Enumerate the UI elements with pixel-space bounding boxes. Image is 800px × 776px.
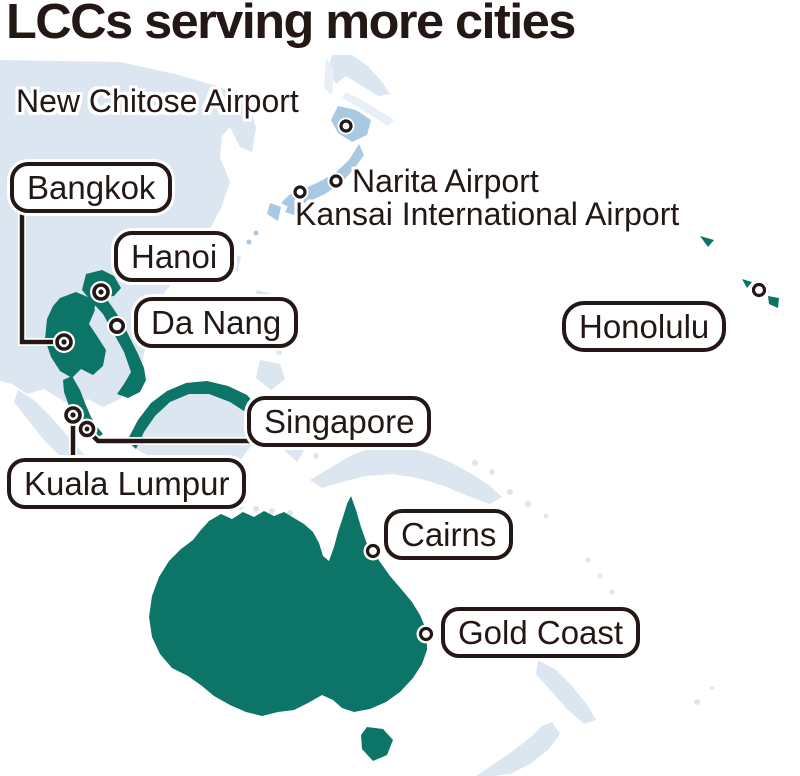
label-new-chitose-airport: New Chitose Airport xyxy=(16,83,299,119)
tasmania xyxy=(361,727,393,761)
sunda-island xyxy=(253,506,259,512)
new-guinea xyxy=(310,446,502,504)
cairns-marker xyxy=(365,543,381,559)
hawaii-chain-island xyxy=(700,236,714,247)
bangkok-marker-dot xyxy=(61,339,67,345)
hawaii-island xyxy=(768,296,779,308)
vanuatu-island xyxy=(585,557,591,563)
kuala-lumpur-marker-dot xyxy=(70,412,76,418)
visayas-island xyxy=(276,349,282,355)
sunda-island xyxy=(287,510,293,516)
fiji-island xyxy=(694,699,700,705)
hanoi-marker-dot xyxy=(98,289,104,295)
singapore-marker-dot xyxy=(84,426,90,432)
new-zealand-north xyxy=(536,660,596,724)
callout-bangkok: Bangkok xyxy=(10,162,173,213)
solomon-island xyxy=(507,489,513,495)
label-kansai-international-airport: Kansai International Airport xyxy=(295,196,680,232)
callout-gold-coast: Gold Coast xyxy=(441,607,641,658)
bangkok-connector xyxy=(19,212,62,345)
kansai-marker xyxy=(293,185,307,199)
callout-honolulu: Honolulu xyxy=(562,301,727,352)
marker-center-dots xyxy=(61,289,104,432)
da-nang-marker xyxy=(109,317,126,334)
east-malaysia xyxy=(127,381,258,449)
new-chitose-marker xyxy=(339,119,353,133)
narita-marker xyxy=(329,174,343,188)
callout-cairns: Cairns xyxy=(384,509,514,560)
moluccas-island xyxy=(313,453,319,459)
page-title: LCCs serving more cities xyxy=(6,0,576,49)
callout-da-nang: Da Nang xyxy=(134,297,299,348)
solomon-island xyxy=(489,469,495,475)
fiji-island xyxy=(710,686,714,690)
hawaii-island xyxy=(742,279,752,288)
callout-hanoi: Hanoi xyxy=(114,231,235,282)
mindanao xyxy=(256,360,285,390)
sakhalin xyxy=(324,58,334,95)
new-britain xyxy=(472,460,478,466)
faint-landmass-group xyxy=(324,58,394,126)
label-narita-airport: Narita Airport xyxy=(352,163,539,199)
sunda-island xyxy=(269,508,275,514)
kuril-islands xyxy=(342,92,394,126)
markers xyxy=(55,119,767,642)
australia xyxy=(149,496,427,716)
ryukyu-island xyxy=(246,239,252,245)
shikoku xyxy=(285,206,301,216)
kyushu xyxy=(267,203,281,221)
thailand xyxy=(45,292,106,378)
solomon-island xyxy=(543,513,549,519)
kamchatka xyxy=(328,55,390,96)
ryukyu-island xyxy=(253,230,259,236)
honolulu-marker xyxy=(751,282,767,298)
solomon-island xyxy=(525,501,531,507)
vanuatu-island xyxy=(597,573,603,579)
vanuatu-island xyxy=(609,589,615,595)
callout-kuala-lumpur: Kuala Lumpur xyxy=(7,458,247,509)
new-zealand-south xyxy=(476,722,560,776)
gold-coast-marker xyxy=(418,626,434,642)
highlight-group xyxy=(45,236,779,761)
callout-singapore: Singapore xyxy=(247,396,432,447)
